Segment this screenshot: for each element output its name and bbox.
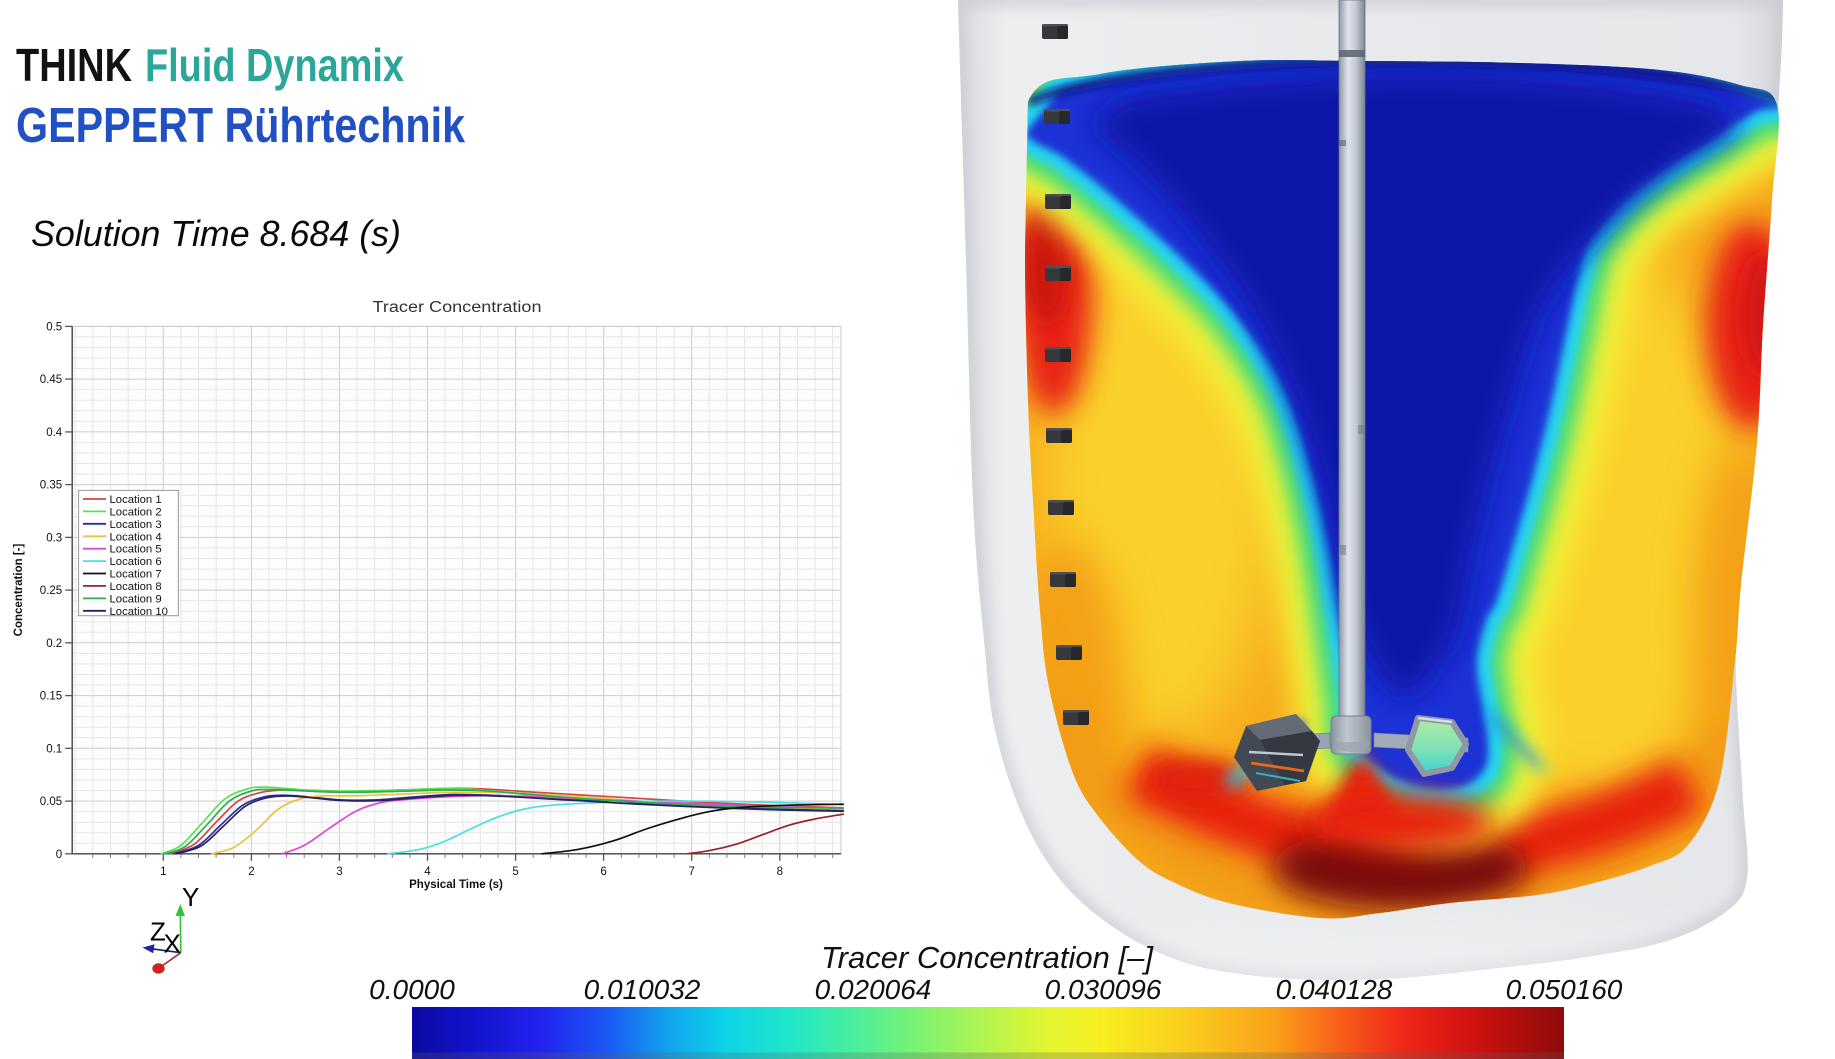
svg-text:Location 9: Location 9 — [110, 593, 162, 605]
svg-text:Location 6: Location 6 — [110, 556, 162, 568]
svg-text:0.25: 0.25 — [40, 585, 62, 597]
svg-text:5: 5 — [512, 866, 518, 878]
svg-text:0.030096: 0.030096 — [1045, 974, 1162, 1005]
svg-text:Y: Y — [182, 882, 199, 912]
svg-text:Physical Time (s): Physical Time (s) — [409, 879, 503, 891]
svg-text:0.4: 0.4 — [46, 427, 63, 439]
svg-text:Location 2: Location 2 — [110, 506, 162, 518]
svg-text:Location 10: Location 10 — [110, 606, 168, 618]
svg-text:Concentration [-]: Concentration [-] — [13, 544, 25, 637]
svg-text:Tracer Concentration: Tracer Concentration — [373, 299, 542, 316]
svg-text:0.2: 0.2 — [46, 638, 62, 650]
svg-text:0.0000: 0.0000 — [369, 974, 455, 1005]
svg-text:0.45: 0.45 — [40, 374, 62, 386]
svg-text:GEPPERT Rührtechnik: GEPPERT Rührtechnik — [16, 99, 466, 153]
svg-text:Location 5: Location 5 — [110, 544, 162, 556]
svg-text:0.010032: 0.010032 — [584, 974, 701, 1005]
svg-text:Location 3: Location 3 — [110, 519, 162, 531]
svg-text:7: 7 — [688, 866, 694, 878]
svg-text:0.15: 0.15 — [40, 691, 62, 703]
svg-text:0.05: 0.05 — [40, 796, 62, 808]
svg-text:0.3: 0.3 — [46, 532, 62, 544]
svg-text:1: 1 — [160, 866, 166, 878]
svg-text:Z: Z — [150, 917, 166, 947]
svg-text:Tracer Concentration [–]: Tracer Concentration [–] — [821, 940, 1154, 975]
svg-text:X: X — [164, 929, 181, 959]
svg-text:0.1: 0.1 — [46, 743, 62, 755]
svg-text:Solution Time 8.684 (s): Solution Time 8.684 (s) — [31, 213, 401, 254]
svg-text:8: 8 — [777, 866, 783, 878]
svg-text:0.35: 0.35 — [40, 480, 62, 492]
svg-text:Location 1: Location 1 — [110, 494, 162, 506]
svg-text:3: 3 — [336, 866, 342, 878]
svg-text:Location 8: Location 8 — [110, 581, 162, 593]
svg-text:0.5: 0.5 — [46, 321, 62, 333]
svg-text:6: 6 — [600, 866, 606, 878]
svg-text:Location 7: Location 7 — [110, 569, 162, 581]
svg-text:0: 0 — [56, 849, 62, 861]
svg-text:4: 4 — [424, 866, 431, 878]
svg-text:2: 2 — [248, 866, 254, 878]
svg-text:0.020064: 0.020064 — [815, 974, 932, 1005]
svg-text:Location 4: Location 4 — [110, 531, 162, 543]
svg-text:0.040128: 0.040128 — [1276, 974, 1393, 1005]
svg-text:0.050160: 0.050160 — [1506, 974, 1623, 1005]
